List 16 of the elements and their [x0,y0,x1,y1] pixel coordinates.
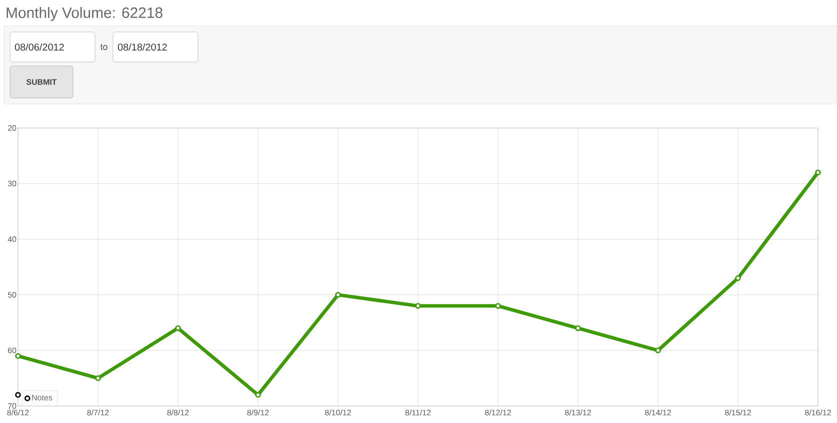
point [735,275,741,282]
point [495,303,501,309]
text: to [100,44,108,50]
point [655,348,661,354]
point [415,303,421,309]
point [255,392,261,398]
point [575,325,581,332]
point [335,292,341,298]
point [175,325,181,332]
point [815,170,821,176]
point [95,375,101,382]
point [15,353,21,359]
chart-title: Monthly Volume: 62218 [6,7,162,21]
text: 08/06/2012 [14,43,64,51]
point [15,392,21,398]
text: 08/18/2012 [118,43,167,51]
